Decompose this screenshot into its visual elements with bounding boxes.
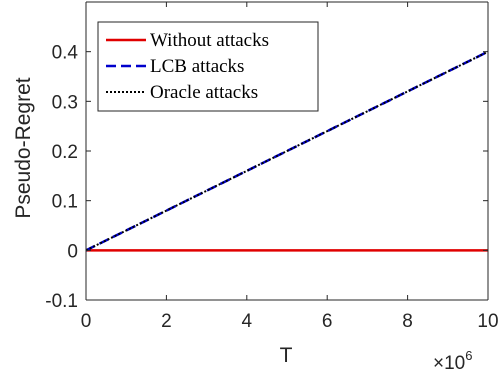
axes-layer: 0 2 4 6 8 10-0.100.10.20.30.4 bbox=[45, 1, 499, 332]
x-axis-multiplier-base: ×10 bbox=[433, 353, 465, 374]
legend-label-0: Without attacks bbox=[150, 30, 269, 51]
series-layer bbox=[85, 50, 489, 252]
x-tick-label: 6 bbox=[322, 311, 333, 332]
x-axis-multiplier-exponent: 6 bbox=[465, 348, 472, 363]
y-tick-label: 0.3 bbox=[52, 92, 78, 113]
x-tick-label: 2 bbox=[161, 311, 172, 332]
x-tick-label: 8 bbox=[402, 311, 413, 332]
legend-label-1: LCB attacks bbox=[150, 56, 244, 77]
y-axis-label: Pseudo-Regret bbox=[12, 77, 35, 218]
series-line-2 bbox=[85, 50, 489, 252]
x-axis-multiplier: ×106 bbox=[433, 348, 472, 374]
y-tick-label: 0 bbox=[67, 241, 78, 262]
x-axis-label: T bbox=[280, 344, 293, 367]
y-tick-label: 0.2 bbox=[52, 142, 78, 163]
legend-box bbox=[97, 21, 319, 112]
legend-label-2: Oracle attacks bbox=[150, 82, 258, 103]
x-tick-label: 10 bbox=[477, 311, 498, 332]
y-tick-label: 0.1 bbox=[52, 192, 78, 213]
y-tick-label: -0.1 bbox=[45, 291, 78, 312]
y-tick-label: 0.4 bbox=[52, 43, 79, 64]
x-tick-label: 0 bbox=[81, 311, 92, 332]
x-tick-label: 4 bbox=[242, 311, 253, 332]
legend: Without attacks LCB attacks Oracle attacks bbox=[97, 21, 319, 112]
